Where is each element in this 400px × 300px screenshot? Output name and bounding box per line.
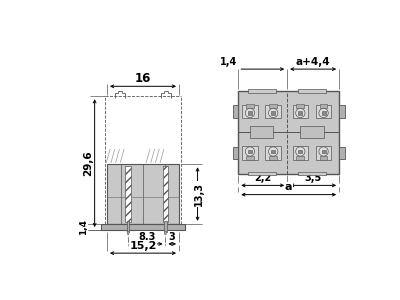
Bar bbox=[339, 147, 344, 159]
Text: 16: 16 bbox=[135, 72, 151, 85]
Bar bbox=[269, 156, 277, 160]
Bar bbox=[292, 104, 308, 118]
Text: 3,5: 3,5 bbox=[304, 173, 322, 183]
Bar bbox=[248, 111, 252, 115]
Text: 1,4: 1,4 bbox=[79, 219, 88, 235]
Bar bbox=[322, 111, 326, 115]
Bar bbox=[248, 172, 276, 176]
Text: 3: 3 bbox=[169, 232, 176, 242]
Polygon shape bbox=[127, 232, 129, 235]
Circle shape bbox=[296, 108, 305, 118]
Circle shape bbox=[245, 147, 255, 156]
Circle shape bbox=[268, 108, 278, 118]
Bar bbox=[233, 105, 238, 118]
Bar bbox=[271, 150, 275, 153]
Bar bbox=[269, 104, 277, 108]
Polygon shape bbox=[164, 232, 167, 235]
Text: 2,2: 2,2 bbox=[254, 173, 271, 183]
Bar bbox=[316, 104, 331, 118]
Text: 13,3: 13,3 bbox=[194, 182, 204, 206]
Bar bbox=[246, 156, 254, 160]
Bar bbox=[296, 156, 304, 160]
Bar bbox=[292, 146, 308, 160]
Bar bbox=[300, 126, 324, 138]
Text: 15,2: 15,2 bbox=[129, 241, 157, 251]
Bar bbox=[233, 147, 238, 159]
Bar bbox=[298, 89, 326, 93]
Bar bbox=[246, 104, 254, 108]
Circle shape bbox=[296, 147, 305, 156]
Bar bbox=[316, 146, 331, 160]
Text: 29,6: 29,6 bbox=[83, 150, 93, 176]
Bar bbox=[339, 105, 344, 118]
Bar bbox=[296, 104, 304, 108]
Bar bbox=[107, 164, 179, 224]
Circle shape bbox=[245, 108, 255, 118]
Bar bbox=[298, 150, 302, 153]
Bar bbox=[266, 146, 281, 160]
Bar bbox=[163, 166, 168, 222]
Bar bbox=[242, 104, 258, 118]
Bar bbox=[248, 89, 276, 93]
Text: a: a bbox=[285, 182, 292, 192]
Bar bbox=[126, 166, 131, 222]
Text: 1,4: 1,4 bbox=[220, 57, 237, 67]
Bar bbox=[164, 221, 167, 232]
Bar bbox=[322, 150, 326, 153]
Bar bbox=[248, 150, 252, 153]
Bar bbox=[250, 126, 273, 138]
Bar bbox=[320, 156, 328, 160]
Bar bbox=[298, 111, 302, 115]
Text: a+4,4: a+4,4 bbox=[296, 57, 330, 67]
Text: 8,3: 8,3 bbox=[138, 232, 156, 242]
Bar bbox=[298, 172, 326, 176]
Circle shape bbox=[268, 147, 278, 156]
Circle shape bbox=[319, 147, 328, 156]
Bar bbox=[320, 104, 328, 108]
Bar bbox=[266, 104, 281, 118]
Bar bbox=[238, 91, 339, 174]
Bar bbox=[242, 146, 258, 160]
Bar bbox=[271, 111, 275, 115]
Bar bbox=[127, 221, 129, 232]
Bar bbox=[101, 224, 185, 230]
Circle shape bbox=[319, 108, 328, 118]
